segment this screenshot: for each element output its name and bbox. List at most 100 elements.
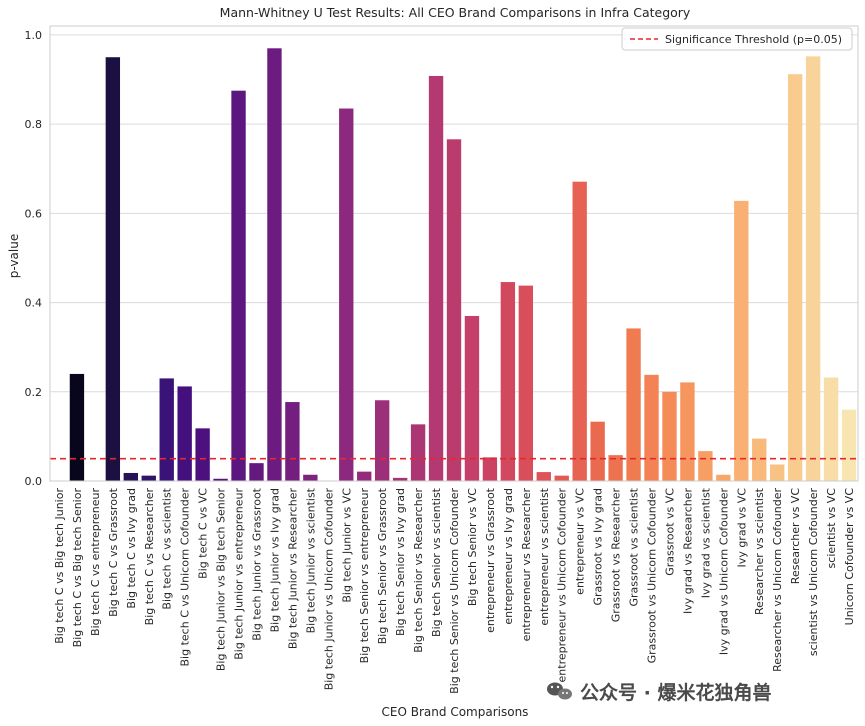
bar xyxy=(500,282,516,481)
bar xyxy=(464,315,480,481)
chart-title: Mann-Whitney U Test Results: All CEO Bra… xyxy=(220,5,691,20)
bar xyxy=(590,421,605,481)
y-tick-label: 0.6 xyxy=(25,207,43,220)
bars-layer xyxy=(69,48,857,482)
y-tick-label: 0.2 xyxy=(25,386,43,399)
x-tick-label: entrepreneur vs VC xyxy=(574,488,587,595)
y-tick-label: 1.0 xyxy=(25,29,43,42)
x-tick-label: Big tech Junior vs VC xyxy=(340,488,353,603)
bar xyxy=(392,477,408,481)
bar xyxy=(410,424,426,481)
x-tick-label: Big tech Senior vs Researcher xyxy=(412,488,425,653)
bar xyxy=(644,374,659,481)
plot-frame xyxy=(49,25,859,482)
bar xyxy=(303,474,318,481)
x-tick-label: Ivy grad vs VC xyxy=(735,488,748,568)
x-tick-label: Big tech Junior vs entrepreneur xyxy=(233,488,246,660)
bar xyxy=(572,181,587,481)
x-tick-label: Ivy grad vs scientist xyxy=(699,487,712,598)
x-tick-label: Big tech C vs Unicorn Cofounder xyxy=(179,488,192,667)
x-tick-label: Researcher vs VC xyxy=(789,488,802,585)
bar xyxy=(159,378,174,481)
legend-box xyxy=(621,27,853,51)
y-axis-label: p-value xyxy=(7,234,21,278)
bar xyxy=(105,57,121,481)
watermark: 公众号 · 爆米花独角兽 xyxy=(547,681,771,704)
bar xyxy=(805,56,821,481)
x-tick-label: Grassroot vs Researcher xyxy=(610,488,623,623)
bar xyxy=(428,75,444,481)
bar xyxy=(536,472,551,481)
bar xyxy=(662,391,677,481)
bar xyxy=(841,409,857,481)
x-tick-label: Big tech C vs Grassroot xyxy=(107,487,120,617)
bar xyxy=(357,471,372,481)
bar xyxy=(177,386,192,481)
x-tick-label: entrepreneur vs Ivy grad xyxy=(502,488,515,625)
y-tick-label: 0.0 xyxy=(25,475,43,488)
x-tick-labels: Big tech C vs Big tech Junior Big tech C … xyxy=(53,487,856,694)
bar xyxy=(195,428,210,481)
x-tick-label: Unicorn Cofounder vs VC xyxy=(843,488,856,626)
bar xyxy=(554,475,569,481)
bar xyxy=(123,472,138,481)
x-tick-label: Big tech Junior vs Researcher xyxy=(286,488,299,650)
x-tick-label: Big tech Senior vs scientist xyxy=(430,487,443,637)
x-tick-label: Big tech C vs Researcher xyxy=(143,488,156,626)
x-tick-label: Big tech C vs VC xyxy=(197,488,210,579)
bar xyxy=(446,139,462,481)
x-tick-label: entrepreneur vs Unicorn Cofounder xyxy=(556,488,569,683)
watermark-text: 公众号 · 爆米花独角兽 xyxy=(580,681,771,704)
y-tick-labels: 0.0 0.2 0.4 0.6 0.8 1.0 xyxy=(25,29,43,488)
x-tick-label: Big tech Senior vs Grassroot xyxy=(376,487,389,644)
x-tick-label: Big tech Senior vs Unicorn Cofounder xyxy=(448,488,461,694)
x-tick-label: Big tech C vs Big tech Senior xyxy=(71,488,84,648)
y-tick-label: 0.8 xyxy=(25,118,43,131)
x-tick-label: Big tech Junior vs Grassroot xyxy=(250,487,263,640)
bar xyxy=(213,478,228,481)
x-tick-label: Grassroot vs VC xyxy=(663,488,676,576)
bar xyxy=(69,373,85,481)
bar xyxy=(716,474,731,481)
bar xyxy=(518,285,534,481)
x-axis-label: CEO Brand Comparisons xyxy=(382,705,529,719)
bar xyxy=(285,402,300,481)
bar xyxy=(770,464,785,481)
x-tick-label: Big tech C vs Ivy grad xyxy=(125,488,138,609)
legend-threshold-label: Significance Threshold (p=0.05) xyxy=(665,33,842,46)
bar xyxy=(249,463,264,481)
bar xyxy=(752,438,767,481)
bar xyxy=(374,400,390,481)
legend: Significance Threshold (p=0.05) xyxy=(621,27,853,51)
bar xyxy=(141,475,156,481)
x-tick-label: Big tech Senior vs VC xyxy=(466,488,479,606)
x-tick-label: Big tech Senior vs Ivy grad xyxy=(394,488,407,636)
x-tick-label: Big tech C vs entrepreneur xyxy=(89,488,102,636)
bar xyxy=(608,455,623,481)
x-tick-label: Big tech C vs Big tech Junior xyxy=(53,488,66,644)
x-tick-label: Researcher vs Unicorn Cofounder xyxy=(771,488,784,672)
bar xyxy=(698,451,713,481)
bar xyxy=(231,90,246,482)
x-tick-label: Ivy grad vs Researcher xyxy=(681,488,694,614)
bar xyxy=(823,377,839,481)
bar xyxy=(339,108,354,482)
x-tick-label: entrepreneur vs Researcher xyxy=(520,488,533,642)
wechat-icon xyxy=(547,682,572,700)
x-tick-label: Big tech Junior vs Unicorn Cofounder xyxy=(322,488,335,691)
bar xyxy=(787,74,803,482)
x-tick-label: Big tech Junior vs Big tech Senior xyxy=(215,488,228,672)
bar xyxy=(626,328,641,481)
x-tick-label: Researcher vs scientist xyxy=(753,487,766,615)
x-tick-label: Grassroot vs scientist xyxy=(628,487,641,606)
bar xyxy=(482,457,498,481)
x-tick-label: Big tech Senior vs entrepreneur xyxy=(358,488,371,664)
x-tick-label: entrepreneur vs scientist xyxy=(538,487,551,625)
x-tick-label: Big tech C vs scientist xyxy=(161,487,174,609)
x-tick-label: Ivy grad vs Unicorn Cofounder xyxy=(717,488,730,656)
x-tick-label: scientist vs VC xyxy=(825,488,838,569)
bar xyxy=(734,200,749,482)
x-tick-label: Grassroot vs Unicorn Cofounder xyxy=(646,488,659,664)
